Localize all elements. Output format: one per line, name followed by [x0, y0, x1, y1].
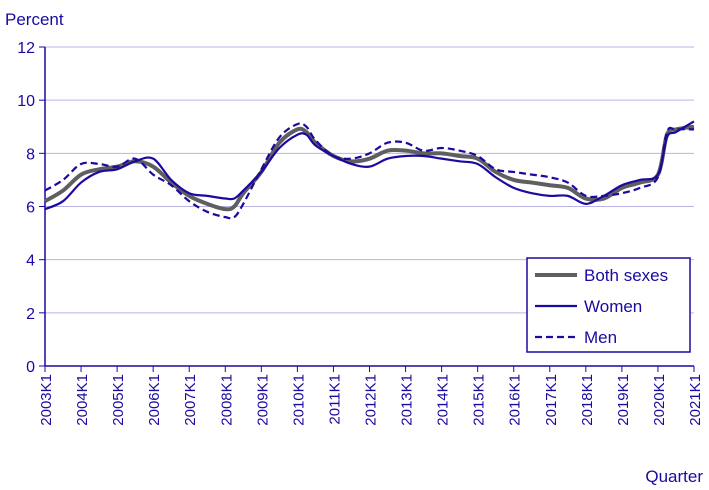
x-tick-label: 2011K1	[326, 374, 343, 425]
y-tick-labels: 0 2 4 6 8 10 12	[17, 40, 35, 376]
axes	[44, 47, 694, 367]
x-tick-label: 2004K1	[74, 374, 91, 426]
y-tick-label: 8	[26, 146, 35, 163]
x-axis-label: Quarter	[645, 467, 703, 486]
series-line-men	[44, 122, 695, 220]
x-tick-label: 2016K1	[507, 374, 524, 426]
series-line-women	[44, 120, 695, 211]
x-tick-label: 2017K1	[543, 374, 560, 426]
legend: Both sexes Women Men	[526, 257, 691, 353]
x-tick-label: 2008K1	[218, 374, 235, 426]
series-lines	[43, 120, 695, 220]
x-tick-labels: 2003K1 2004K1 2005K1 2006K1 2007K1 2008K1 2009…	[38, 366, 704, 426]
y-tick-label: 12	[17, 40, 35, 57]
x-tick-label: 2003K1	[38, 374, 55, 426]
x-tick-label: 2013K1	[399, 374, 416, 426]
y-tick-label: 6	[26, 200, 35, 217]
y-tick-label: 2	[26, 306, 35, 323]
x-tick-label: 2012K1	[363, 374, 380, 426]
legend-label: Men	[584, 328, 617, 347]
x-tick-label: 2018K1	[579, 374, 596, 426]
x-tick-label: 2020K1	[651, 374, 668, 426]
y-axis-label: Percent	[5, 10, 64, 29]
y-tick-label: 4	[26, 253, 35, 270]
x-tick-label: 2009K1	[254, 374, 271, 426]
x-tick-label: 2014K1	[435, 374, 452, 426]
x-tick-label: 2006K1	[146, 374, 163, 426]
x-tick-label: 2019K1	[615, 374, 632, 426]
y-tick-label: 0	[26, 359, 35, 376]
legend-label: Both sexes	[584, 266, 668, 285]
y-tick-label: 10	[17, 93, 35, 110]
x-tick-label: 2015K1	[471, 374, 488, 426]
x-tick-label: 2007K1	[182, 374, 199, 426]
x-tick-label: 2021K1	[687, 374, 704, 426]
legend-label: Women	[584, 297, 642, 316]
x-tick-label: 2005K1	[110, 374, 127, 426]
x-tick-label: 2010K1	[290, 374, 307, 426]
